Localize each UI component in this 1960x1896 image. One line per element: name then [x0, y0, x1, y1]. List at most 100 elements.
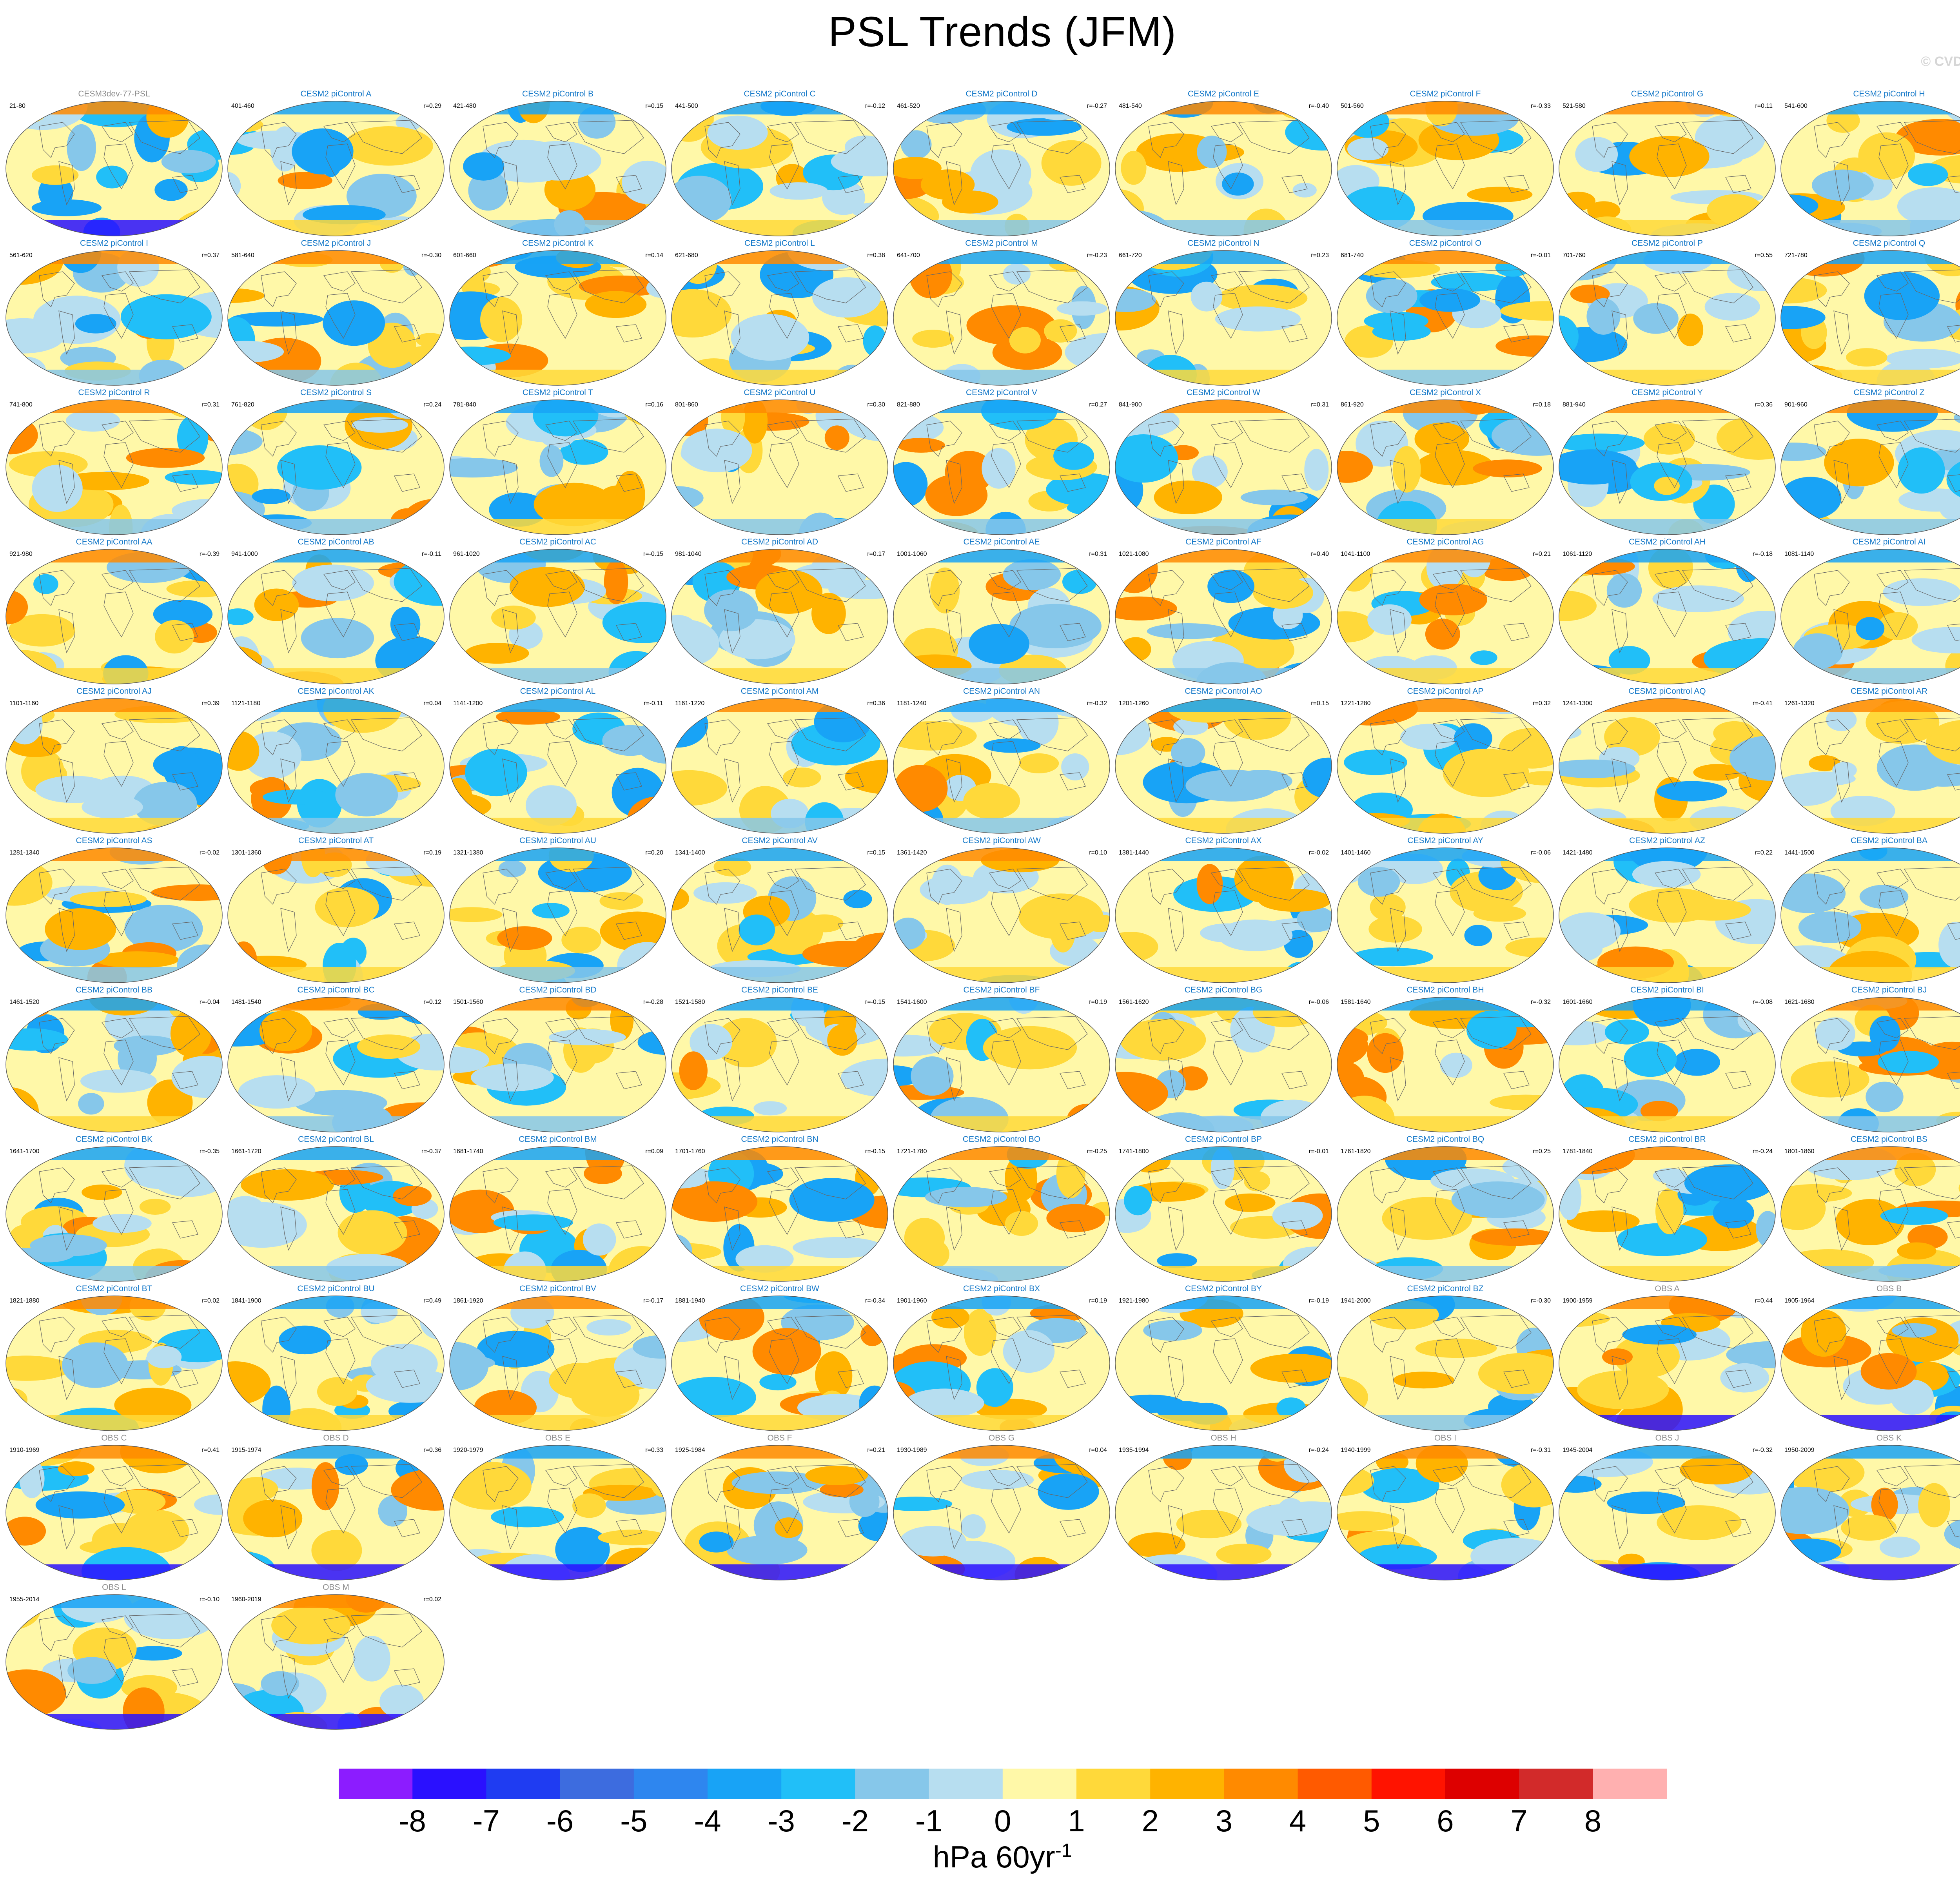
continent-outline: [1281, 623, 1308, 641]
continent-outline: [1814, 1018, 1850, 1054]
trend-blob: [1451, 1181, 1545, 1218]
panel-title: CESM2 piControl BP: [1185, 1135, 1262, 1144]
panel-correlation: r=-0.25: [1087, 1148, 1107, 1155]
trend-blob: [1673, 1049, 1720, 1076]
trend-blob: [352, 417, 408, 433]
trend-blob: [1716, 415, 1775, 460]
panel-correlation: r=-0.35: [199, 1148, 220, 1155]
world-map: [5, 250, 223, 386]
trend-blob: [1657, 781, 1728, 802]
trend-blob: [560, 439, 608, 465]
colorbar-svg: [339, 1769, 1667, 1799]
continent-outline: [394, 474, 420, 492]
panel-years: 581-640: [231, 252, 254, 259]
continent-outline: [989, 570, 1021, 590]
map-border: [893, 1295, 1110, 1431]
panel-correlation: r=-0.19: [1308, 1297, 1329, 1304]
trend-blob: [1007, 118, 1082, 136]
panel-correlation: r=-0.24: [1752, 1148, 1773, 1155]
trend-blob: [893, 848, 940, 864]
trend-blob: [1305, 1296, 1332, 1324]
map-border: [1115, 997, 1332, 1132]
continent-outline: [1432, 1018, 1465, 1038]
world-map: [1559, 1445, 1776, 1580]
trend-blob: [429, 1549, 444, 1580]
map-border: [5, 1594, 223, 1730]
trend-blob: [1785, 1453, 1865, 1493]
continent-outline: [572, 1464, 644, 1498]
panel-title: CESM2 piControl AP: [1407, 687, 1484, 696]
colorbar-swatch: [781, 1769, 855, 1799]
panel-title: CESM2 piControl AN: [963, 687, 1040, 696]
continent-outline: [129, 867, 200, 901]
trend-blob: [1746, 1557, 1775, 1580]
polar-band-south: [450, 668, 666, 684]
continent-outline: [1612, 161, 1628, 205]
trend-blob: [1856, 617, 1885, 640]
world-map: [1115, 847, 1332, 983]
continent-outline: [1833, 161, 1850, 205]
map-border: [893, 399, 1110, 535]
panel-years: 1541-1600: [897, 999, 927, 1005]
map-panel: CESM2 piControl AA 921-980 r=-0.39: [4, 537, 224, 686]
panel-correlation: r=0.19: [423, 849, 441, 856]
trend-blob: [477, 1331, 555, 1368]
continent-outline: [1281, 922, 1308, 940]
continent-outline: [1213, 741, 1243, 787]
trend-blob: [465, 748, 527, 797]
continent-outline: [1016, 1315, 1088, 1349]
panel-correlation: r=-0.33: [1530, 103, 1551, 109]
polar-band-south: [228, 818, 444, 833]
trend-blob: [1246, 1503, 1332, 1536]
trend-blob: [1798, 911, 1862, 943]
continent-outline: [769, 1040, 799, 1086]
continent-outline: [1947, 1370, 1960, 1388]
trend-blob: [715, 1018, 777, 1067]
panel-years: 1930-1989: [897, 1447, 927, 1453]
continent-outline: [103, 741, 134, 787]
world-map: [227, 101, 445, 236]
polar-band-south: [6, 1415, 222, 1431]
panel-years: 1441-1500: [1784, 849, 1815, 856]
continent-outline: [323, 570, 356, 590]
continent-outline: [794, 1016, 866, 1050]
trend-blob: [75, 314, 116, 334]
continent-outline: [989, 1018, 1021, 1038]
polar-band-south: [450, 220, 666, 236]
continent-outline: [989, 122, 1021, 142]
trend-blob: [378, 1495, 408, 1527]
panel-title: CESM2 piControl AI: [1852, 537, 1926, 546]
trend-blob: [1575, 137, 1618, 172]
panel-years: 1910-1969: [9, 1447, 40, 1453]
continent-outline: [261, 122, 297, 158]
colorbar-swatch: [1298, 1769, 1372, 1799]
continent-outline: [58, 1057, 75, 1101]
map-panel: CESM2 piControl BP 1741-1800 r=-0.01: [1113, 1135, 1334, 1284]
continent-outline: [1432, 869, 1465, 889]
continent-outline: [1238, 717, 1310, 751]
map-border: [1337, 997, 1554, 1132]
continent-outline: [502, 460, 519, 504]
continent-outline: [1876, 869, 1909, 889]
trend-blob: [1473, 905, 1526, 922]
continent-outline: [1432, 1466, 1465, 1486]
watermark: © CVDP-LE: [1921, 54, 1960, 69]
continent-outline: [172, 922, 198, 940]
continent-outline: [724, 908, 740, 952]
continent-outline: [350, 419, 422, 453]
trend-blob: [1655, 1188, 1684, 1234]
continent-outline: [704, 1466, 740, 1502]
continent-outline: [616, 175, 642, 193]
continent-outline: [794, 1165, 866, 1199]
panel-correlation: r=-0.11: [422, 551, 441, 557]
continent-outline: [1876, 122, 1909, 142]
panel-correlation: r=-0.04: [199, 999, 220, 1005]
map-border: [1780, 549, 1960, 684]
continent-outline: [1503, 1220, 1530, 1239]
trend-blob: [1832, 762, 1857, 778]
trend-blob: [1587, 201, 1621, 220]
continent-outline: [350, 867, 422, 901]
polar-band-south: [1115, 220, 1332, 236]
panel-title: CESM2 piControl AW: [962, 836, 1041, 845]
map-panel: CESM2 piControl Y 881-940 r=0.36: [1557, 388, 1777, 537]
